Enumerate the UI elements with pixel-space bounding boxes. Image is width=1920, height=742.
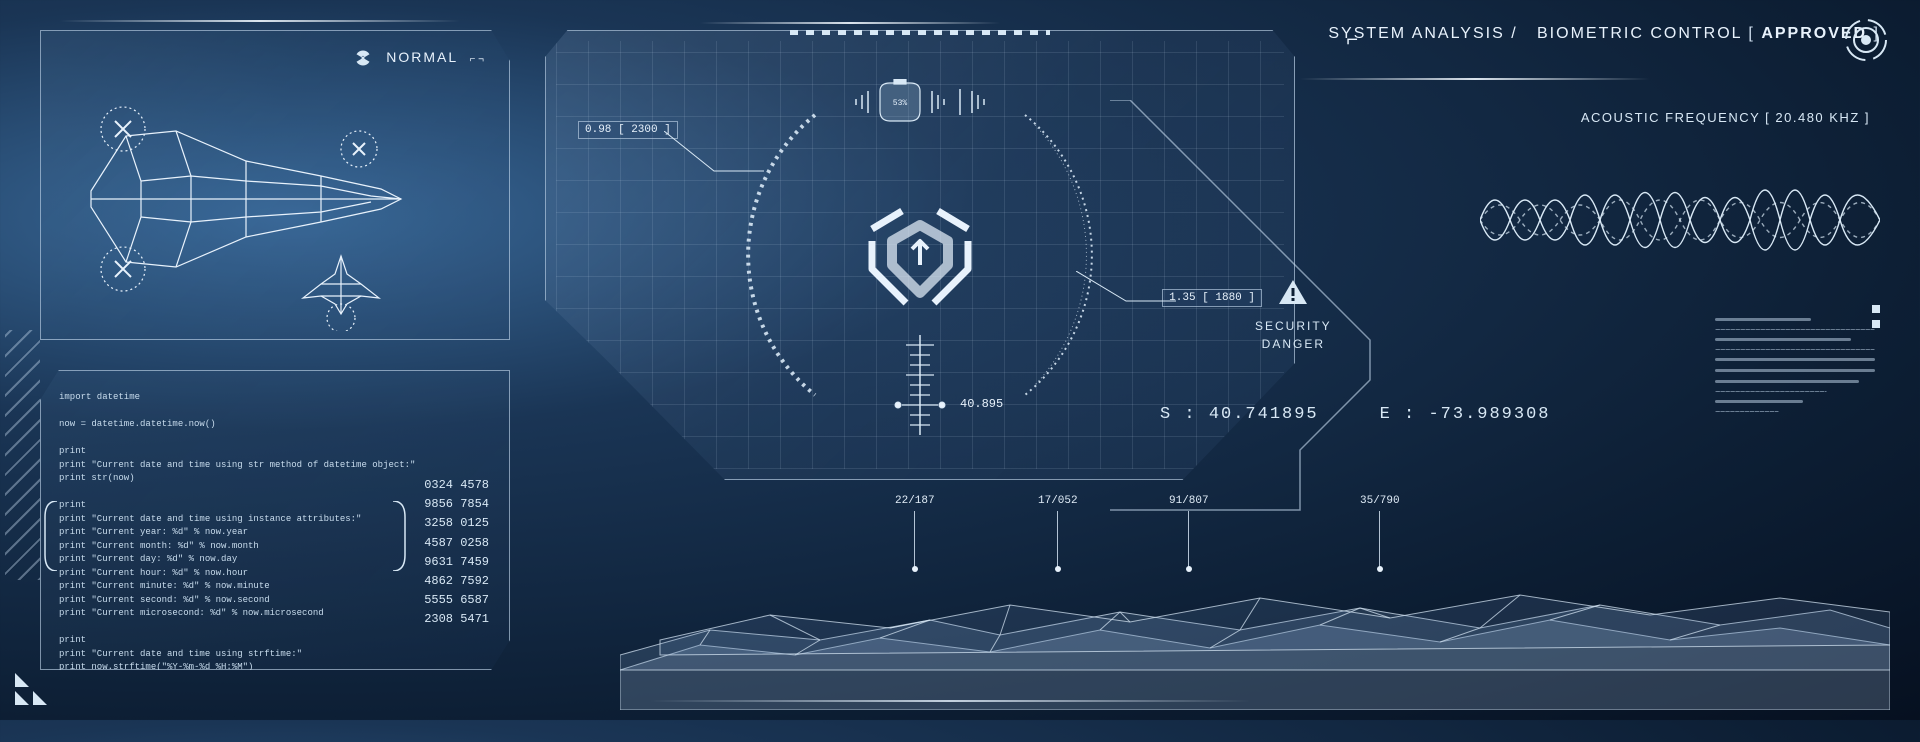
code-panel: import datetime now = datetime.datetime.… xyxy=(40,370,510,670)
code-numbers: 0324 45789856 78543258 01254587 02589631… xyxy=(424,476,489,630)
target-icon xyxy=(1844,18,1888,62)
terrain-mesh xyxy=(620,480,1890,710)
terrain-panel: 22/187 17/052 91/807 35/790 xyxy=(620,480,1890,710)
terrain-marker: 17/052 xyxy=(1038,495,1078,572)
callout-left: 0.98 [ 2300 ] xyxy=(578,121,678,139)
acoustic-title: ACOUSTIC FREQUENCY [ 20.480 KHZ ] xyxy=(1581,110,1870,125)
edge-stripes xyxy=(5,330,40,580)
acoustic-panel: ACOUSTIC FREQUENCY [ 20.480 KHZ ] xyxy=(1480,90,1880,440)
acoustic-waveform xyxy=(1480,150,1880,290)
bars-decoration xyxy=(1715,318,1875,420)
terrain-marker: 35/790 xyxy=(1360,495,1400,572)
ship-status: NORMAL ⌐ ¬ xyxy=(354,49,484,67)
ship-panel: NORMAL ⌐ ¬ xyxy=(40,30,510,340)
header: ⌐ SYSTEM ANALYSIS / BIOMETRIC CONTROL [ … xyxy=(1328,25,1880,43)
ship-wireframe xyxy=(71,81,491,331)
terrain-marker: 22/187 xyxy=(895,495,935,572)
radiation-icon xyxy=(354,49,372,67)
terrain-marker: 91/807 xyxy=(1169,495,1209,572)
svg-text:40.895: 40.895 xyxy=(960,397,1003,411)
hud-arcs: 40.895 xyxy=(670,55,1170,455)
